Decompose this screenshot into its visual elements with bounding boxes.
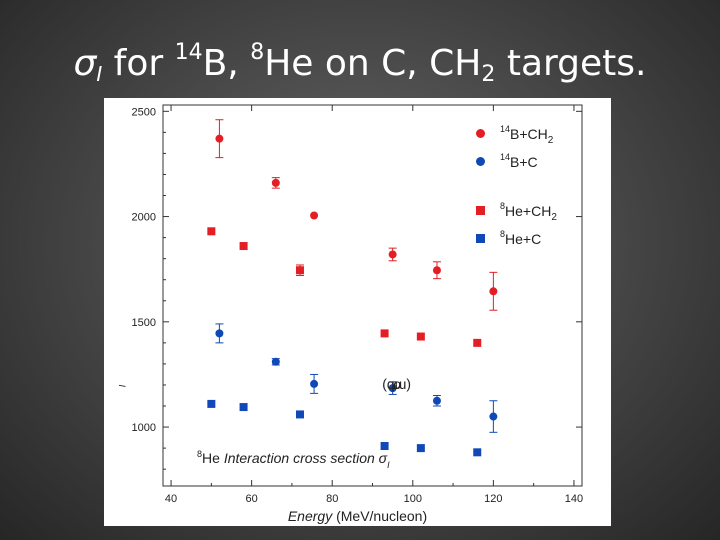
chart-panel: 40 60 80 100 120 140 1000 1500 2000 2500 [104,98,611,526]
legend-sub: 2 [547,135,554,146]
data-point-14b-ch2 [489,287,498,296]
title-helium: He on C, CH [264,43,482,84]
title-sigma-symbol: σ [73,43,97,84]
x-tick-label: 80 [326,493,338,505]
annot-element: He [202,450,224,466]
legend-label: B+C [510,154,538,170]
data-point-14b-c [432,396,441,405]
data-point-8he-ch2 [239,242,248,251]
data-point-14b-c [215,329,224,338]
annot-sub: I [387,460,390,470]
chart-annotation: 8He Interaction cross section σI [197,449,390,470]
y-label-unit: (mb) [382,378,411,395]
y-tick-label: 1000 [132,422,156,434]
x-tick-label: 40 [165,493,177,505]
chart-legend: 14B+CH2 14B+C 8He+CH2 8He+C [470,116,600,256]
data-point-8he-ch2 [207,227,216,236]
legend-sub: 2 [551,212,557,223]
x-axis-label: Energy (MeV/nucleon) [104,508,611,524]
y-tick-label: 1500 [132,317,156,329]
y-tick-label: 2000 [132,212,156,224]
title-boron: B, [202,43,251,84]
legend-label: He+C [505,231,542,247]
x-tick-label: 140 [565,493,583,505]
data-point-8he-c [207,399,216,408]
data-point-8he-ch2 [473,338,482,347]
data-point-14b-ch2 [388,250,397,259]
legend-label: He+CH [505,203,552,219]
title-mass-8: 8 [250,40,265,65]
x-label-energy: Energy [287,508,333,524]
data-point-8he-c [239,403,248,412]
data-point-14b-ch2 [432,266,441,275]
title-for: for [102,43,175,84]
data-point-14b-c [388,384,397,393]
legend-marker-square-icon [476,206,485,215]
annot-mass: 8 [197,449,203,459]
data-point-14b-ch2 [271,178,280,187]
data-point-8he-ch2 [416,332,425,341]
y-tick-label: 2500 [132,106,156,118]
data-point-8he-c [416,444,425,453]
y-label-sub: I [117,384,128,388]
data-point-8he-c [380,442,389,451]
data-point-14b-c [310,379,319,388]
data-point-8he-ch2 [295,266,304,275]
legend-mass: 8 [500,201,506,211]
x-tick-label: 60 [246,493,258,505]
legend-marker-square-icon [476,234,485,243]
title-sigma-sub: I [96,62,103,86]
data-point-14b-c [489,412,498,421]
title-mass-14: 14 [174,40,203,65]
legend-marker-circle-icon [476,129,485,138]
data-point-14b-ch2 [310,211,319,220]
legend-marker-circle-icon [476,157,485,166]
data-point-14b-c [271,357,280,366]
x-label-unit: (MeV/nucleon) [332,508,428,524]
x-tick-label: 120 [484,493,502,505]
legend-mass: 8 [500,229,506,239]
legend-mass: 14 [500,152,511,162]
data-point-8he-c [473,448,482,457]
data-point-8he-ch2 [380,329,389,338]
legend-mass: 14 [500,124,511,134]
annot-text: Interaction cross section σ [223,450,388,466]
data-point-8he-c [295,410,304,419]
x-tick-label: 100 [404,493,422,505]
title-sigma: σI [73,43,103,86]
title-targets: targets. [495,43,647,84]
title-sub-2: 2 [481,62,496,87]
data-point-14b-ch2 [215,134,224,143]
legend-label: B+CH [510,126,548,142]
slide-title: σI for 14B, 8He on C, CH2 targets. [0,40,720,87]
scatter-chart: 40 60 80 100 120 140 1000 1500 2000 2500 [132,104,583,505]
